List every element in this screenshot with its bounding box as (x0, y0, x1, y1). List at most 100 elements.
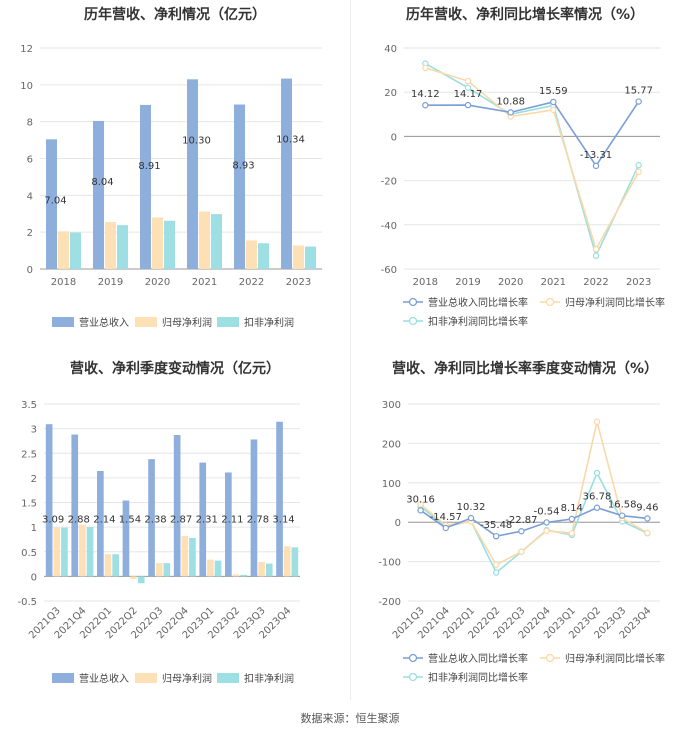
data-label: -0.54 (534, 506, 560, 517)
bar (104, 554, 112, 577)
data-label: 30.16 (406, 494, 435, 505)
y-tick-label: -40 (381, 221, 397, 232)
legend-label: 营业总收入 (79, 672, 129, 685)
legend-swatch (217, 317, 239, 327)
x-tick-label: 2019 (98, 277, 123, 288)
bar (291, 547, 299, 577)
bar (240, 574, 247, 577)
bar (283, 546, 291, 577)
x-tick-label: 2022 (583, 277, 608, 288)
chart-title-annual-bar: 历年营收、净利情况（亿元） (84, 7, 266, 23)
data-label: -35.48 (480, 520, 512, 531)
data-label: 3.14 (272, 514, 294, 525)
data-point (467, 514, 475, 522)
y-tick-label: -100 (378, 558, 401, 569)
vertical-divider (350, 0, 351, 700)
legend-swatch (52, 673, 74, 683)
y-tick-label: 6 (27, 155, 33, 166)
data-label: 8.14 (561, 503, 583, 514)
data-point (635, 168, 642, 175)
series-line (424, 62, 640, 259)
chart-title-annual-line: 历年营收、净利同比增长率情况（%） (405, 7, 645, 23)
bar (155, 563, 163, 577)
bar (258, 562, 265, 577)
legend-marker (545, 653, 555, 663)
y-tick-label: 3.5 (21, 400, 37, 411)
legend-marker (408, 316, 418, 326)
y-tick-label: 300 (382, 400, 401, 411)
legend-label: 归母净利润同比增长率 (565, 652, 665, 665)
bar (199, 462, 207, 577)
legend-marker (408, 297, 418, 307)
y-tick-label: 12 (20, 44, 33, 55)
y-tick-label: 0 (391, 132, 397, 143)
data-label: -14.57 (430, 512, 462, 523)
data-label: 14.17 (454, 89, 483, 100)
data-label: 2.87 (170, 514, 192, 525)
bar (105, 222, 116, 269)
data-point (493, 561, 500, 568)
data-point (417, 501, 424, 508)
legend-marker (408, 672, 418, 682)
bar (164, 220, 175, 269)
data-point (543, 519, 550, 526)
bar (137, 576, 145, 584)
x-tick-label: 2019 (455, 277, 480, 288)
data-point (568, 515, 576, 523)
bar (214, 560, 222, 577)
data-label: -13.31 (580, 150, 612, 161)
bar (58, 231, 69, 269)
data-label: 9.46 (636, 502, 658, 513)
data-point (593, 418, 601, 425)
chart-title-quarter-line: 营收、净利同比增长率季度变动情况（%） (391, 361, 659, 377)
data-label: 15.77 (624, 86, 653, 97)
data-point (550, 106, 557, 114)
data-label: 7.04 (44, 195, 66, 206)
bar (53, 527, 61, 577)
bar (211, 214, 222, 269)
data-label: -22.87 (505, 515, 537, 526)
bar (112, 554, 119, 577)
data-point (635, 161, 642, 169)
data-point (644, 515, 651, 522)
bar (250, 439, 258, 577)
bar (173, 435, 181, 577)
data-point (442, 524, 449, 532)
data-point (493, 569, 500, 576)
data-point (422, 101, 429, 109)
x-tick-label: 2023 (286, 277, 311, 288)
bar (234, 104, 245, 269)
data-label: 10.30 (182, 135, 211, 146)
y-tick-label: 0 (27, 265, 33, 276)
legend-marker (408, 653, 418, 663)
data-label: 3.09 (42, 514, 64, 525)
legend-marker (545, 297, 555, 307)
data-label: 2.14 (93, 514, 115, 525)
bar (246, 240, 257, 269)
bar (122, 500, 130, 577)
data-label: 2.31 (196, 514, 218, 525)
bar (258, 243, 269, 269)
legend-label: 营业总收入同比增长率 (428, 296, 528, 309)
legend-label: 归母净利润 (162, 316, 212, 329)
series-line (425, 67, 640, 252)
data-point (518, 528, 525, 535)
bar (265, 563, 273, 577)
legend-label: 扣非净利润 (244, 316, 294, 329)
bar (86, 527, 94, 577)
legend-swatch (135, 317, 157, 327)
data-point (592, 162, 600, 170)
x-tick-label: 2018 (51, 277, 76, 288)
data-label: 2.38 (144, 514, 166, 525)
data-label: 36.78 (583, 492, 612, 503)
bar (187, 79, 198, 269)
y-tick-label: 100 (382, 479, 401, 490)
legend-swatch (52, 317, 74, 327)
legend-label: 归母净利润 (162, 672, 212, 685)
data-label: 15.59 (539, 86, 568, 97)
y-tick-label: -0.5 (17, 597, 37, 608)
bar (61, 527, 68, 577)
legend-swatch (135, 673, 157, 683)
y-tick-label: 0.5 (21, 548, 37, 559)
